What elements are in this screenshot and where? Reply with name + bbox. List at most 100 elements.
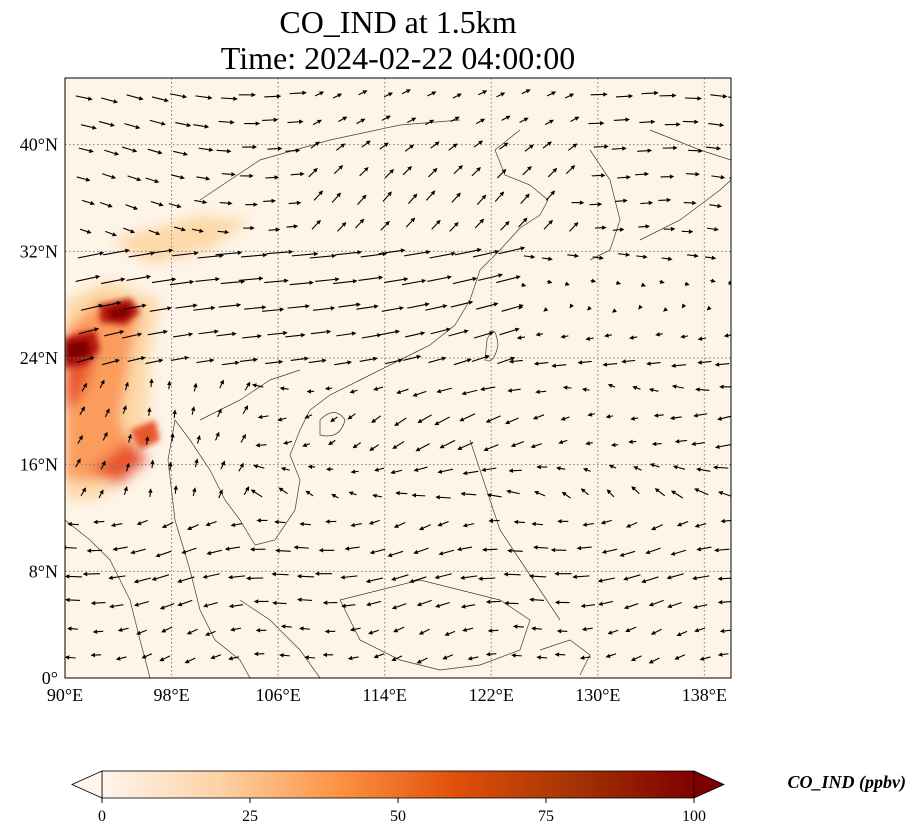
wind-arrow — [100, 277, 126, 285]
wind-arrow — [122, 332, 143, 339]
wind-arrow — [253, 464, 265, 469]
wind-arrow — [216, 331, 237, 337]
wind-arrow — [431, 219, 441, 230]
wind-arrow — [255, 628, 267, 633]
wind-arrow — [593, 144, 609, 149]
wind-arrow — [472, 249, 500, 258]
wind-arrow — [299, 521, 311, 527]
wind-arrow — [413, 547, 429, 555]
wind-arrow — [686, 253, 699, 258]
colorbar-tick-label: 25 — [242, 808, 258, 825]
wind-arrow — [483, 444, 499, 452]
wind-arrow — [513, 519, 525, 525]
wind-arrow — [437, 520, 449, 527]
wind-arrow — [507, 388, 521, 393]
wind-arrow — [450, 300, 474, 308]
wind-arrow — [681, 229, 694, 234]
wind-arrow — [434, 573, 452, 580]
wind-arrow — [334, 360, 353, 366]
x-axis-ticks: 90°E 98°E 106°E 114°E 122°E 130°E 138°E — [47, 685, 727, 705]
wind-arrow — [217, 408, 222, 418]
wind-arrow — [305, 490, 314, 497]
wind-arrow — [266, 249, 294, 255]
wind-arrow — [696, 467, 711, 472]
wind-arrow — [407, 117, 417, 124]
wind-arrow — [580, 603, 595, 609]
wind-arrow — [308, 167, 318, 178]
wind-arrow — [557, 519, 569, 524]
wind-arrow — [299, 626, 310, 631]
wind-arrow — [531, 626, 542, 631]
wind-arrow — [551, 363, 567, 368]
wind-arrow — [628, 439, 637, 444]
wind-arrow — [308, 358, 327, 364]
wind-arrow — [394, 417, 407, 427]
wind-arrow — [409, 576, 427, 584]
wind-arrow — [562, 385, 572, 390]
wind-arrow — [124, 123, 141, 130]
wind-arrow — [215, 250, 243, 256]
wind-arrow — [169, 279, 195, 286]
wind-arrow — [401, 278, 427, 286]
wind-arrow — [86, 548, 103, 553]
wind-arrow — [102, 358, 120, 366]
wind-arrow — [448, 329, 469, 337]
wind-arrow — [478, 576, 496, 581]
wind-arrow — [373, 653, 385, 659]
wind-arrow — [174, 226, 187, 232]
y-tick-label: 0° — [42, 668, 58, 688]
wind-arrow — [715, 444, 731, 449]
wind-arrow — [571, 200, 585, 205]
wind-arrow — [405, 217, 416, 228]
wind-arrow — [146, 248, 174, 255]
wind-arrow — [304, 655, 316, 660]
wind-arrow — [436, 387, 452, 394]
wind-arrow — [257, 414, 269, 420]
wind-arrow — [108, 575, 126, 580]
wind-arrow — [344, 546, 360, 551]
wind-arrow — [619, 550, 636, 557]
colorbar-bar — [101, 770, 695, 799]
wind-arrow — [499, 327, 520, 336]
wind-arrow — [728, 96, 731, 98]
wind-arrow — [384, 358, 403, 365]
wind-arrow — [467, 656, 479, 661]
wind-arrow — [325, 467, 334, 472]
wind-arrow — [127, 356, 146, 363]
wind-arrow — [244, 305, 267, 310]
wind-arrow — [692, 575, 710, 581]
wind-arrow — [289, 90, 307, 96]
wind-arrow — [373, 386, 384, 391]
wind-arrow — [623, 603, 639, 610]
plot-frame — [64, 77, 732, 679]
wind-arrow — [712, 465, 729, 470]
wind-arrow — [496, 168, 507, 179]
wind-arrow — [439, 439, 456, 449]
wind-arrow — [352, 442, 362, 449]
wind-arrow — [412, 390, 427, 397]
wind-arrow — [341, 603, 356, 609]
wind-arrow — [588, 121, 605, 126]
wind-arrow — [250, 489, 263, 498]
wind-arrow — [550, 547, 567, 553]
wind-arrow — [104, 330, 125, 337]
wind-arrow — [227, 575, 246, 580]
wind-arrow — [218, 302, 242, 308]
wind-arrow — [615, 280, 622, 285]
x-tick-label: 114°E — [362, 685, 407, 705]
wind-arrow — [544, 119, 555, 126]
wind-arrow — [151, 574, 170, 581]
wind-arrow — [547, 167, 558, 178]
wind-arrow — [354, 218, 365, 229]
wind-arrow — [462, 470, 479, 476]
wind-arrow — [641, 282, 646, 287]
wind-arrow — [473, 140, 484, 148]
wind-arrow — [264, 278, 289, 284]
wind-arrow — [151, 96, 170, 103]
wind-arrow — [448, 143, 458, 151]
wind-arrow — [450, 116, 460, 122]
wind-arrow — [245, 202, 258, 207]
wind-arrow — [520, 193, 530, 204]
wind-arrow — [149, 119, 166, 126]
wind-arrow — [728, 280, 731, 285]
